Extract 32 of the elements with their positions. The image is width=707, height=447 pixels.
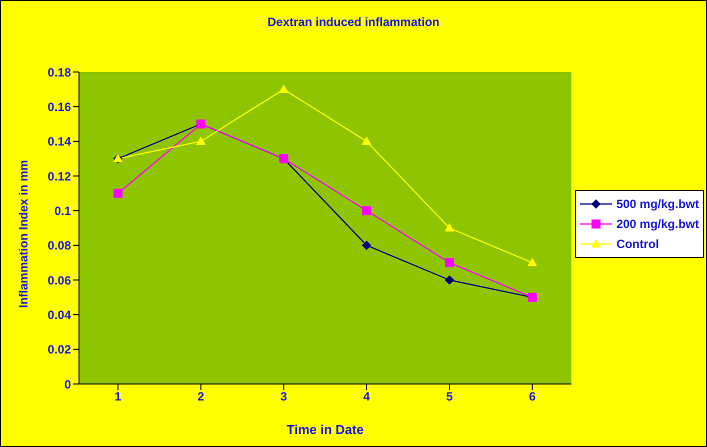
y-tick-label: 0.16: [48, 100, 72, 114]
y-tick-label: 0.08: [48, 238, 72, 253]
legend-label: 200 mg/kg.bwt: [616, 216, 699, 230]
legend-label: 500 mg/kg.bwt: [616, 196, 699, 210]
x-tick-label: 1: [114, 390, 122, 404]
x-tick-label: 3: [280, 390, 288, 404]
x-tick-label: 5: [446, 390, 454, 404]
y-tick-label: 0.06: [48, 273, 72, 288]
y-tick-label: 0: [64, 377, 72, 392]
x-tick-label: 4: [363, 390, 370, 404]
y-tick-label: 0.1: [54, 204, 72, 218]
point: [114, 188, 122, 198]
x-tick-label: 6: [528, 390, 536, 404]
point: [279, 84, 288, 93]
point: [528, 258, 537, 266]
y-tick-label: 0.14: [48, 134, 72, 149]
x-axis-title: Time in Date: [286, 422, 364, 437]
point: [444, 224, 454, 232]
point: [444, 276, 454, 284]
point: [362, 206, 372, 216]
chart-title: Dextran induced inflammation: [266, 15, 441, 29]
y-axis-title: Inflammation Index in mm: [16, 160, 30, 308]
point: [196, 136, 206, 145]
y-tick-label: 0.12: [48, 169, 72, 184]
point: [362, 240, 372, 250]
y-tick-label: 0.02: [48, 342, 72, 357]
x-tick-label: 2: [198, 390, 205, 404]
legend-label: Control: [616, 236, 659, 250]
point: [444, 258, 454, 268]
y-tick-label: 0.04: [48, 308, 72, 322]
point: [362, 136, 372, 145]
y-tick-label: 0.18: [48, 65, 72, 80]
